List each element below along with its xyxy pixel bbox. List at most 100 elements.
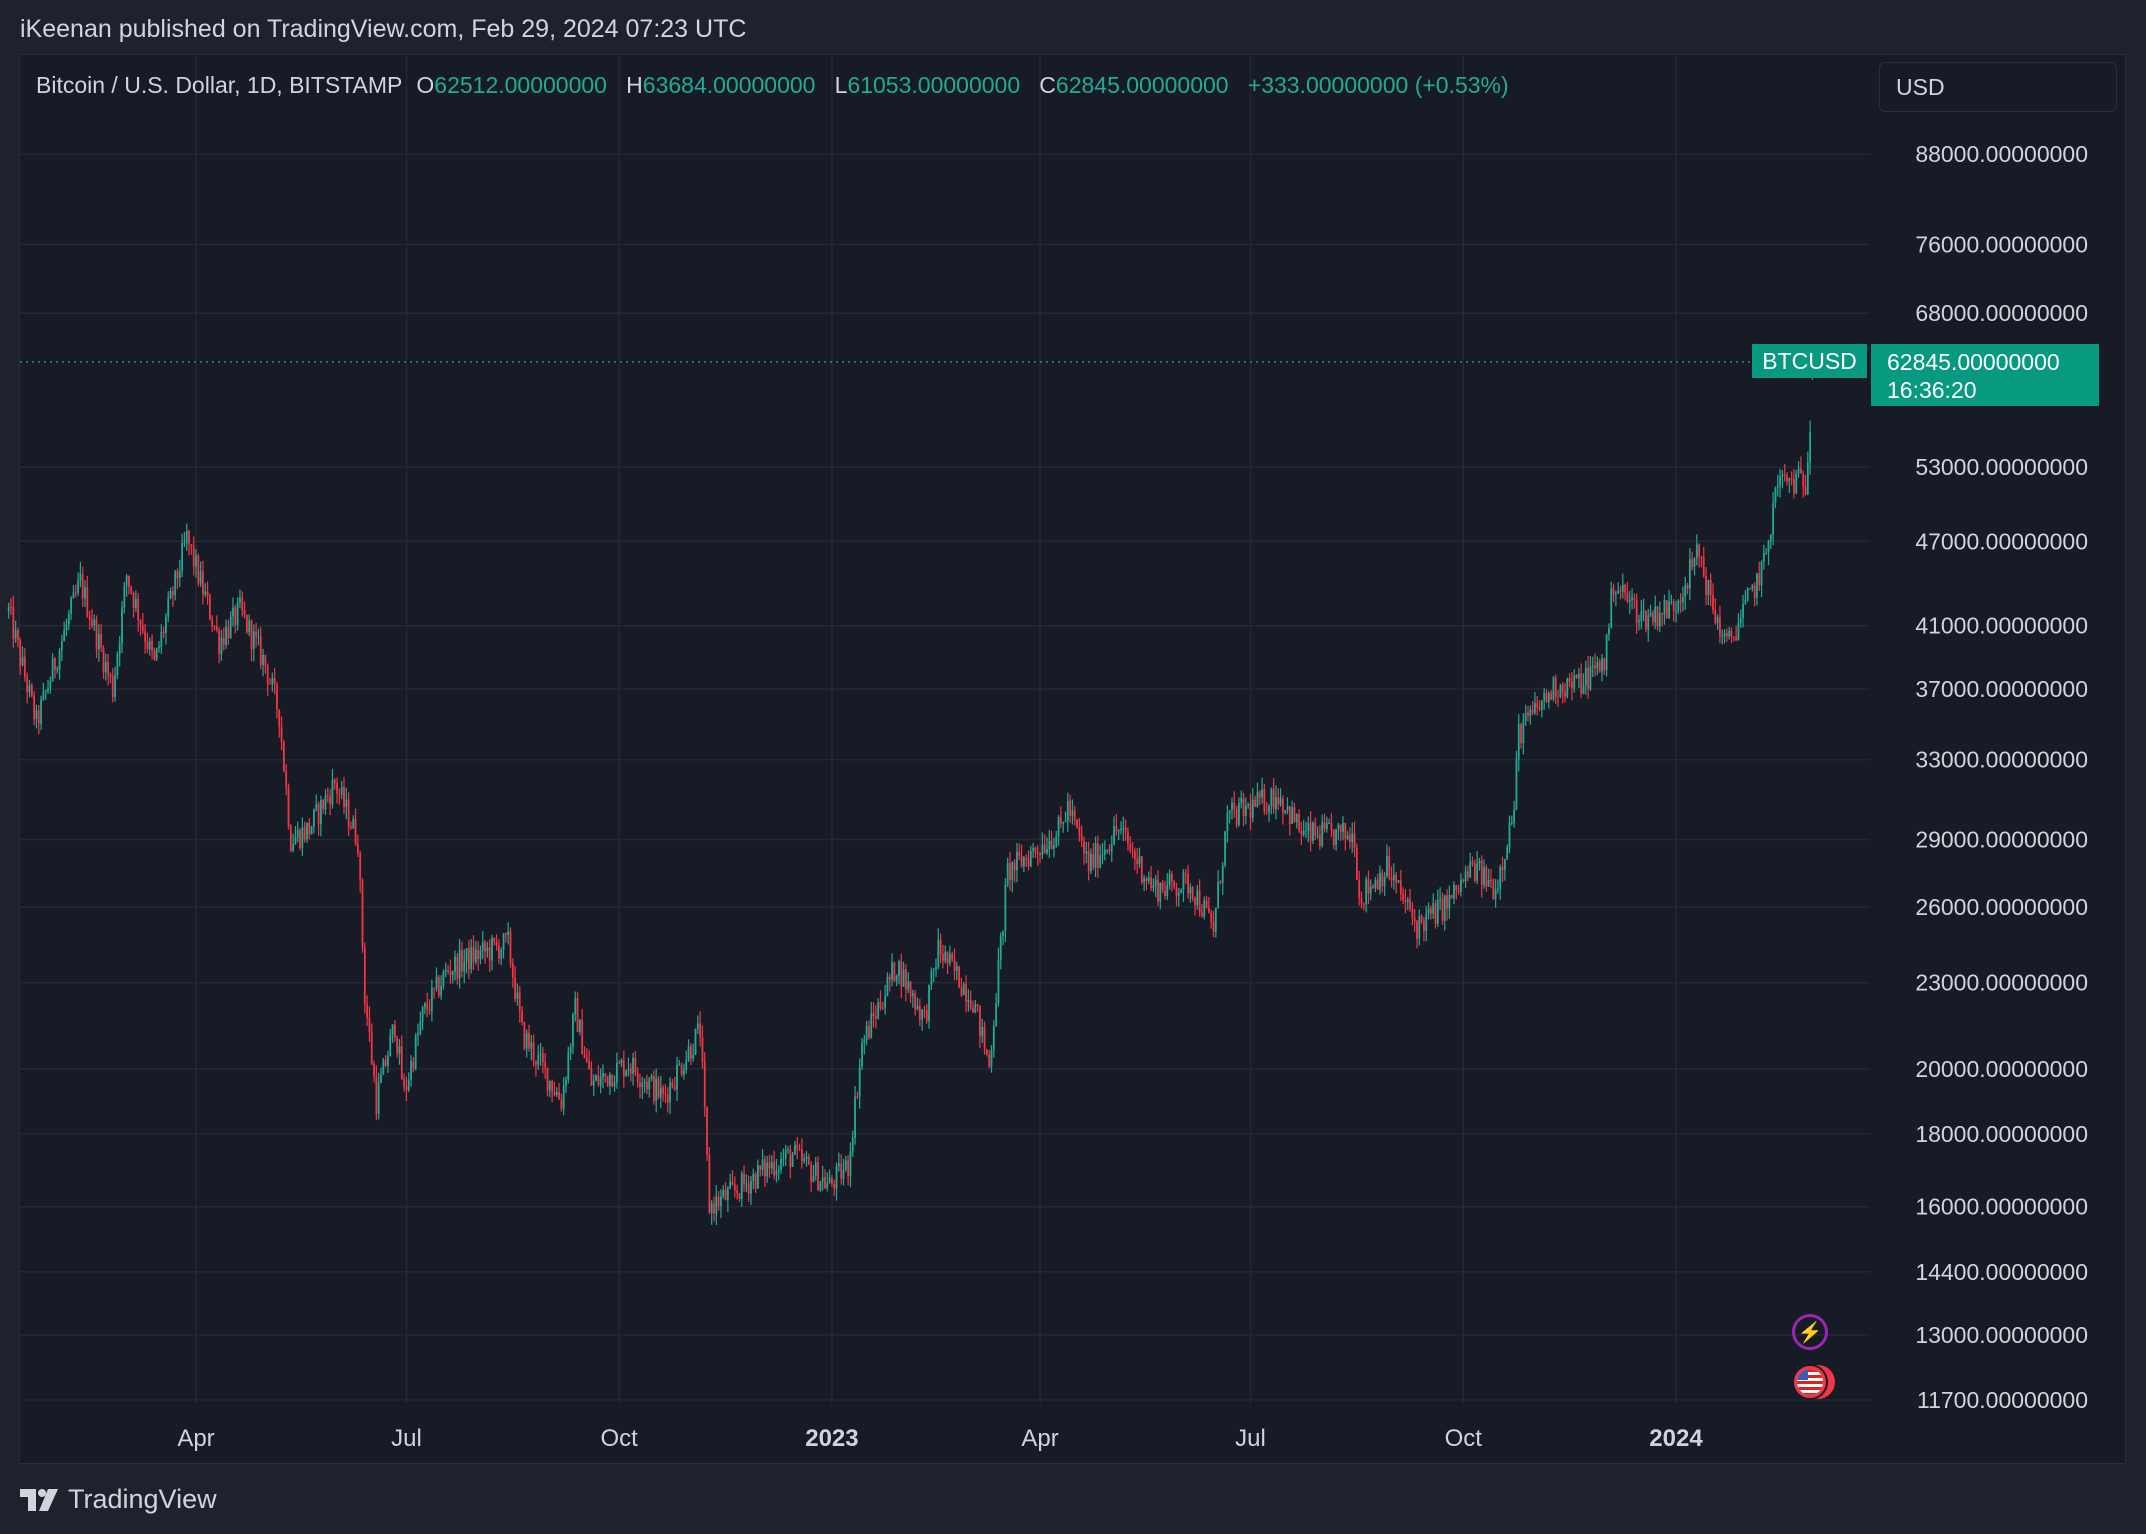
candle-body bbox=[1679, 600, 1682, 603]
candle bbox=[1631, 588, 1633, 610]
candle-body bbox=[504, 933, 507, 935]
candle-body bbox=[958, 966, 961, 988]
candle bbox=[784, 1144, 787, 1167]
candle-body bbox=[997, 959, 1000, 1004]
candle bbox=[266, 663, 269, 696]
candle-body bbox=[1284, 810, 1287, 813]
candle bbox=[1522, 713, 1525, 755]
candle-body bbox=[451, 971, 454, 975]
symbol-description[interactable]: Bitcoin / U.S. Dollar, 1D, BITSTAMP bbox=[36, 72, 403, 98]
candle bbox=[271, 672, 274, 692]
us-flag-icon[interactable] bbox=[1790, 1362, 1838, 1402]
candle bbox=[1621, 573, 1624, 599]
candle bbox=[1686, 582, 1689, 595]
candle bbox=[1094, 836, 1097, 878]
candle-body bbox=[1205, 900, 1208, 908]
candle bbox=[592, 1074, 595, 1096]
candle-body bbox=[1806, 462, 1809, 495]
candle-body bbox=[812, 1175, 815, 1182]
candle bbox=[1261, 777, 1263, 804]
candle bbox=[37, 704, 40, 735]
candle bbox=[602, 1064, 604, 1089]
candle bbox=[999, 932, 1002, 970]
candle bbox=[743, 1165, 745, 1192]
candle bbox=[831, 1175, 833, 1187]
candle-body bbox=[863, 1039, 866, 1043]
price-axis[interactable]: 88000.0000000076000.0000000068000.000000… bbox=[1915, 141, 2088, 1413]
candle-body bbox=[1725, 632, 1728, 637]
candle-body bbox=[218, 630, 221, 654]
candle-body bbox=[93, 619, 96, 626]
candle-body bbox=[1494, 889, 1497, 900]
candle-body bbox=[67, 613, 70, 625]
candle-body bbox=[329, 795, 332, 805]
flash-icon[interactable]: ⚡ bbox=[1792, 1314, 1828, 1350]
candle bbox=[937, 928, 940, 970]
candle bbox=[1721, 629, 1724, 645]
candle-body bbox=[1092, 853, 1095, 868]
candle-body bbox=[1018, 851, 1021, 857]
candle bbox=[750, 1175, 752, 1205]
candle-body bbox=[296, 829, 299, 838]
candle bbox=[1390, 866, 1393, 888]
candle-body bbox=[382, 1059, 385, 1075]
candle-body bbox=[1136, 859, 1139, 865]
candle-body bbox=[1749, 588, 1751, 590]
candle bbox=[1027, 850, 1030, 871]
candle-body bbox=[1353, 833, 1356, 848]
candle bbox=[729, 1173, 732, 1190]
candle-body bbox=[1418, 916, 1421, 939]
candle-body bbox=[1568, 678, 1571, 682]
candle-body bbox=[1524, 712, 1527, 721]
candle bbox=[1078, 817, 1081, 842]
tradingview-logo[interactable]: TradingView bbox=[20, 1484, 217, 1515]
candle-body bbox=[1661, 613, 1664, 615]
candle-body bbox=[1152, 884, 1155, 888]
candle bbox=[97, 624, 100, 662]
candle-body bbox=[692, 1054, 695, 1059]
x-tick-label: Apr bbox=[1021, 1425, 1058, 1452]
candle bbox=[1397, 880, 1400, 884]
candle-body bbox=[988, 1054, 991, 1067]
candle-body bbox=[1580, 673, 1583, 694]
candle bbox=[1101, 842, 1104, 865]
candle-body bbox=[430, 987, 433, 1011]
candle-body bbox=[613, 1082, 616, 1087]
time-axis[interactable]: Apr Jul Oct 2023 Apr Jul Oct 2024 bbox=[177, 1425, 1703, 1452]
candle-body bbox=[1702, 557, 1705, 576]
candle bbox=[70, 595, 73, 621]
candle bbox=[1679, 593, 1682, 613]
candle-body bbox=[7, 606, 10, 611]
candle-body bbox=[1469, 861, 1472, 878]
candle bbox=[102, 645, 105, 679]
candle bbox=[849, 1142, 852, 1188]
candle-body bbox=[898, 961, 900, 976]
candle bbox=[854, 1086, 856, 1145]
candle bbox=[317, 801, 320, 836]
candle-body bbox=[1374, 879, 1377, 888]
candle-body bbox=[1140, 856, 1143, 883]
candle bbox=[239, 589, 241, 609]
candle bbox=[315, 794, 318, 812]
candle bbox=[509, 927, 512, 969]
currency-button[interactable]: USD bbox=[1879, 62, 2117, 112]
candle bbox=[1217, 870, 1220, 909]
candle-body bbox=[1328, 822, 1331, 824]
candle-body bbox=[241, 597, 244, 611]
candle-body bbox=[1009, 863, 1011, 881]
candle bbox=[1039, 851, 1041, 864]
candle-body bbox=[881, 1007, 884, 1009]
candle bbox=[1256, 782, 1259, 808]
candle-body bbox=[1804, 486, 1807, 495]
candle-body bbox=[1397, 880, 1400, 883]
candle bbox=[1753, 582, 1756, 607]
candle-body bbox=[946, 951, 949, 964]
publisher-line: iKeenan published on TradingView.com, Fe… bbox=[20, 15, 747, 43]
candle bbox=[1096, 835, 1099, 878]
candle bbox=[1587, 655, 1590, 699]
candle bbox=[368, 1006, 371, 1042]
candle bbox=[437, 974, 440, 998]
candle-body bbox=[377, 1082, 380, 1114]
candle-body bbox=[174, 570, 177, 596]
